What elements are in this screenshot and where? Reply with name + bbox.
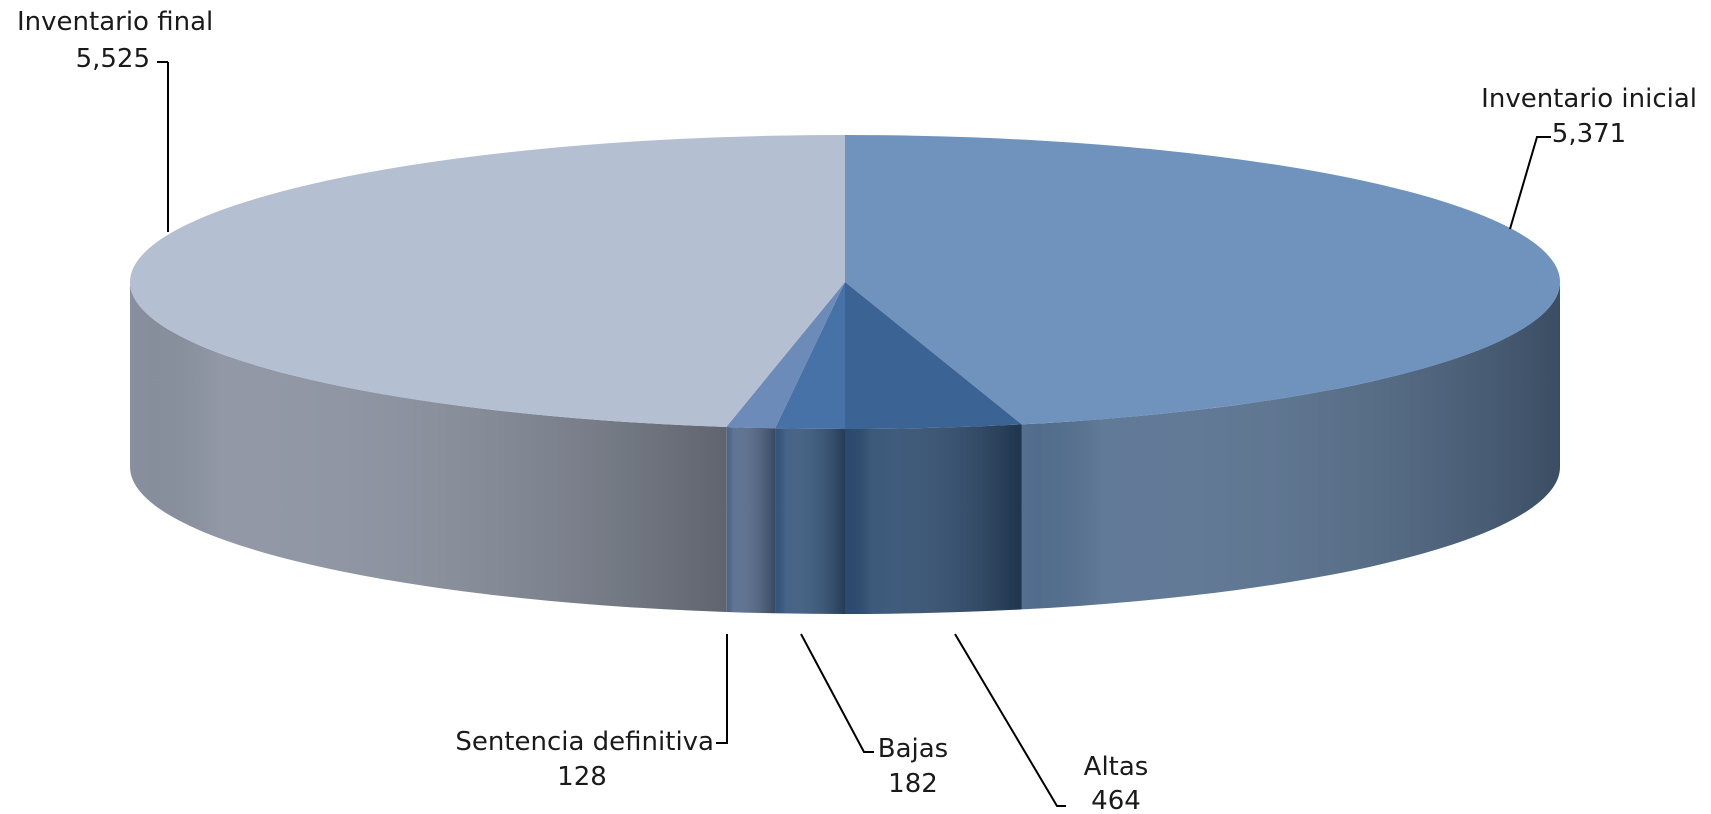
slice-inventario-final	[130, 135, 845, 427]
slice-side-shade-bajas	[775, 428, 845, 614]
leader-line-inventario-inicial	[1509, 136, 1551, 230]
slice-altas	[845, 282, 1022, 429]
label-inventario-inicial-value: 5,371	[1552, 119, 1626, 149]
label-sentencia-name: Sentencia definitiva	[455, 727, 714, 757]
slice-side-shade-inventario-final	[130, 282, 727, 612]
leader-line-bajas	[800, 633, 874, 753]
slice-side-shade-altas	[845, 424, 1022, 614]
label-inventario-final-value: 5,525	[76, 44, 150, 74]
slice-sentencia-definitiva	[726, 282, 845, 429]
leader-line-sentencia	[716, 634, 728, 744]
label-sentencia-value: 128	[557, 762, 607, 792]
label-altas-name: Altas	[1084, 752, 1149, 782]
label-inventario-final-name: Inventario final	[17, 7, 213, 37]
slice-inventario-inicial	[845, 135, 1561, 425]
slice-bajas	[775, 282, 845, 430]
pie-sides	[130, 282, 1560, 614]
slice-side-shade-inventario-inicial	[1021, 282, 1560, 610]
label-bajas-value: 182	[888, 769, 938, 799]
label-altas-value: 464	[1091, 786, 1141, 814]
pie-tops	[130, 135, 1561, 430]
label-bajas-name: Bajas	[878, 734, 948, 764]
leader-line-altas	[954, 633, 1066, 807]
label-inventario-inicial-name: Inventario inicial	[1481, 84, 1697, 114]
slice-side-shade-sentencia-definitiva	[726, 426, 776, 614]
